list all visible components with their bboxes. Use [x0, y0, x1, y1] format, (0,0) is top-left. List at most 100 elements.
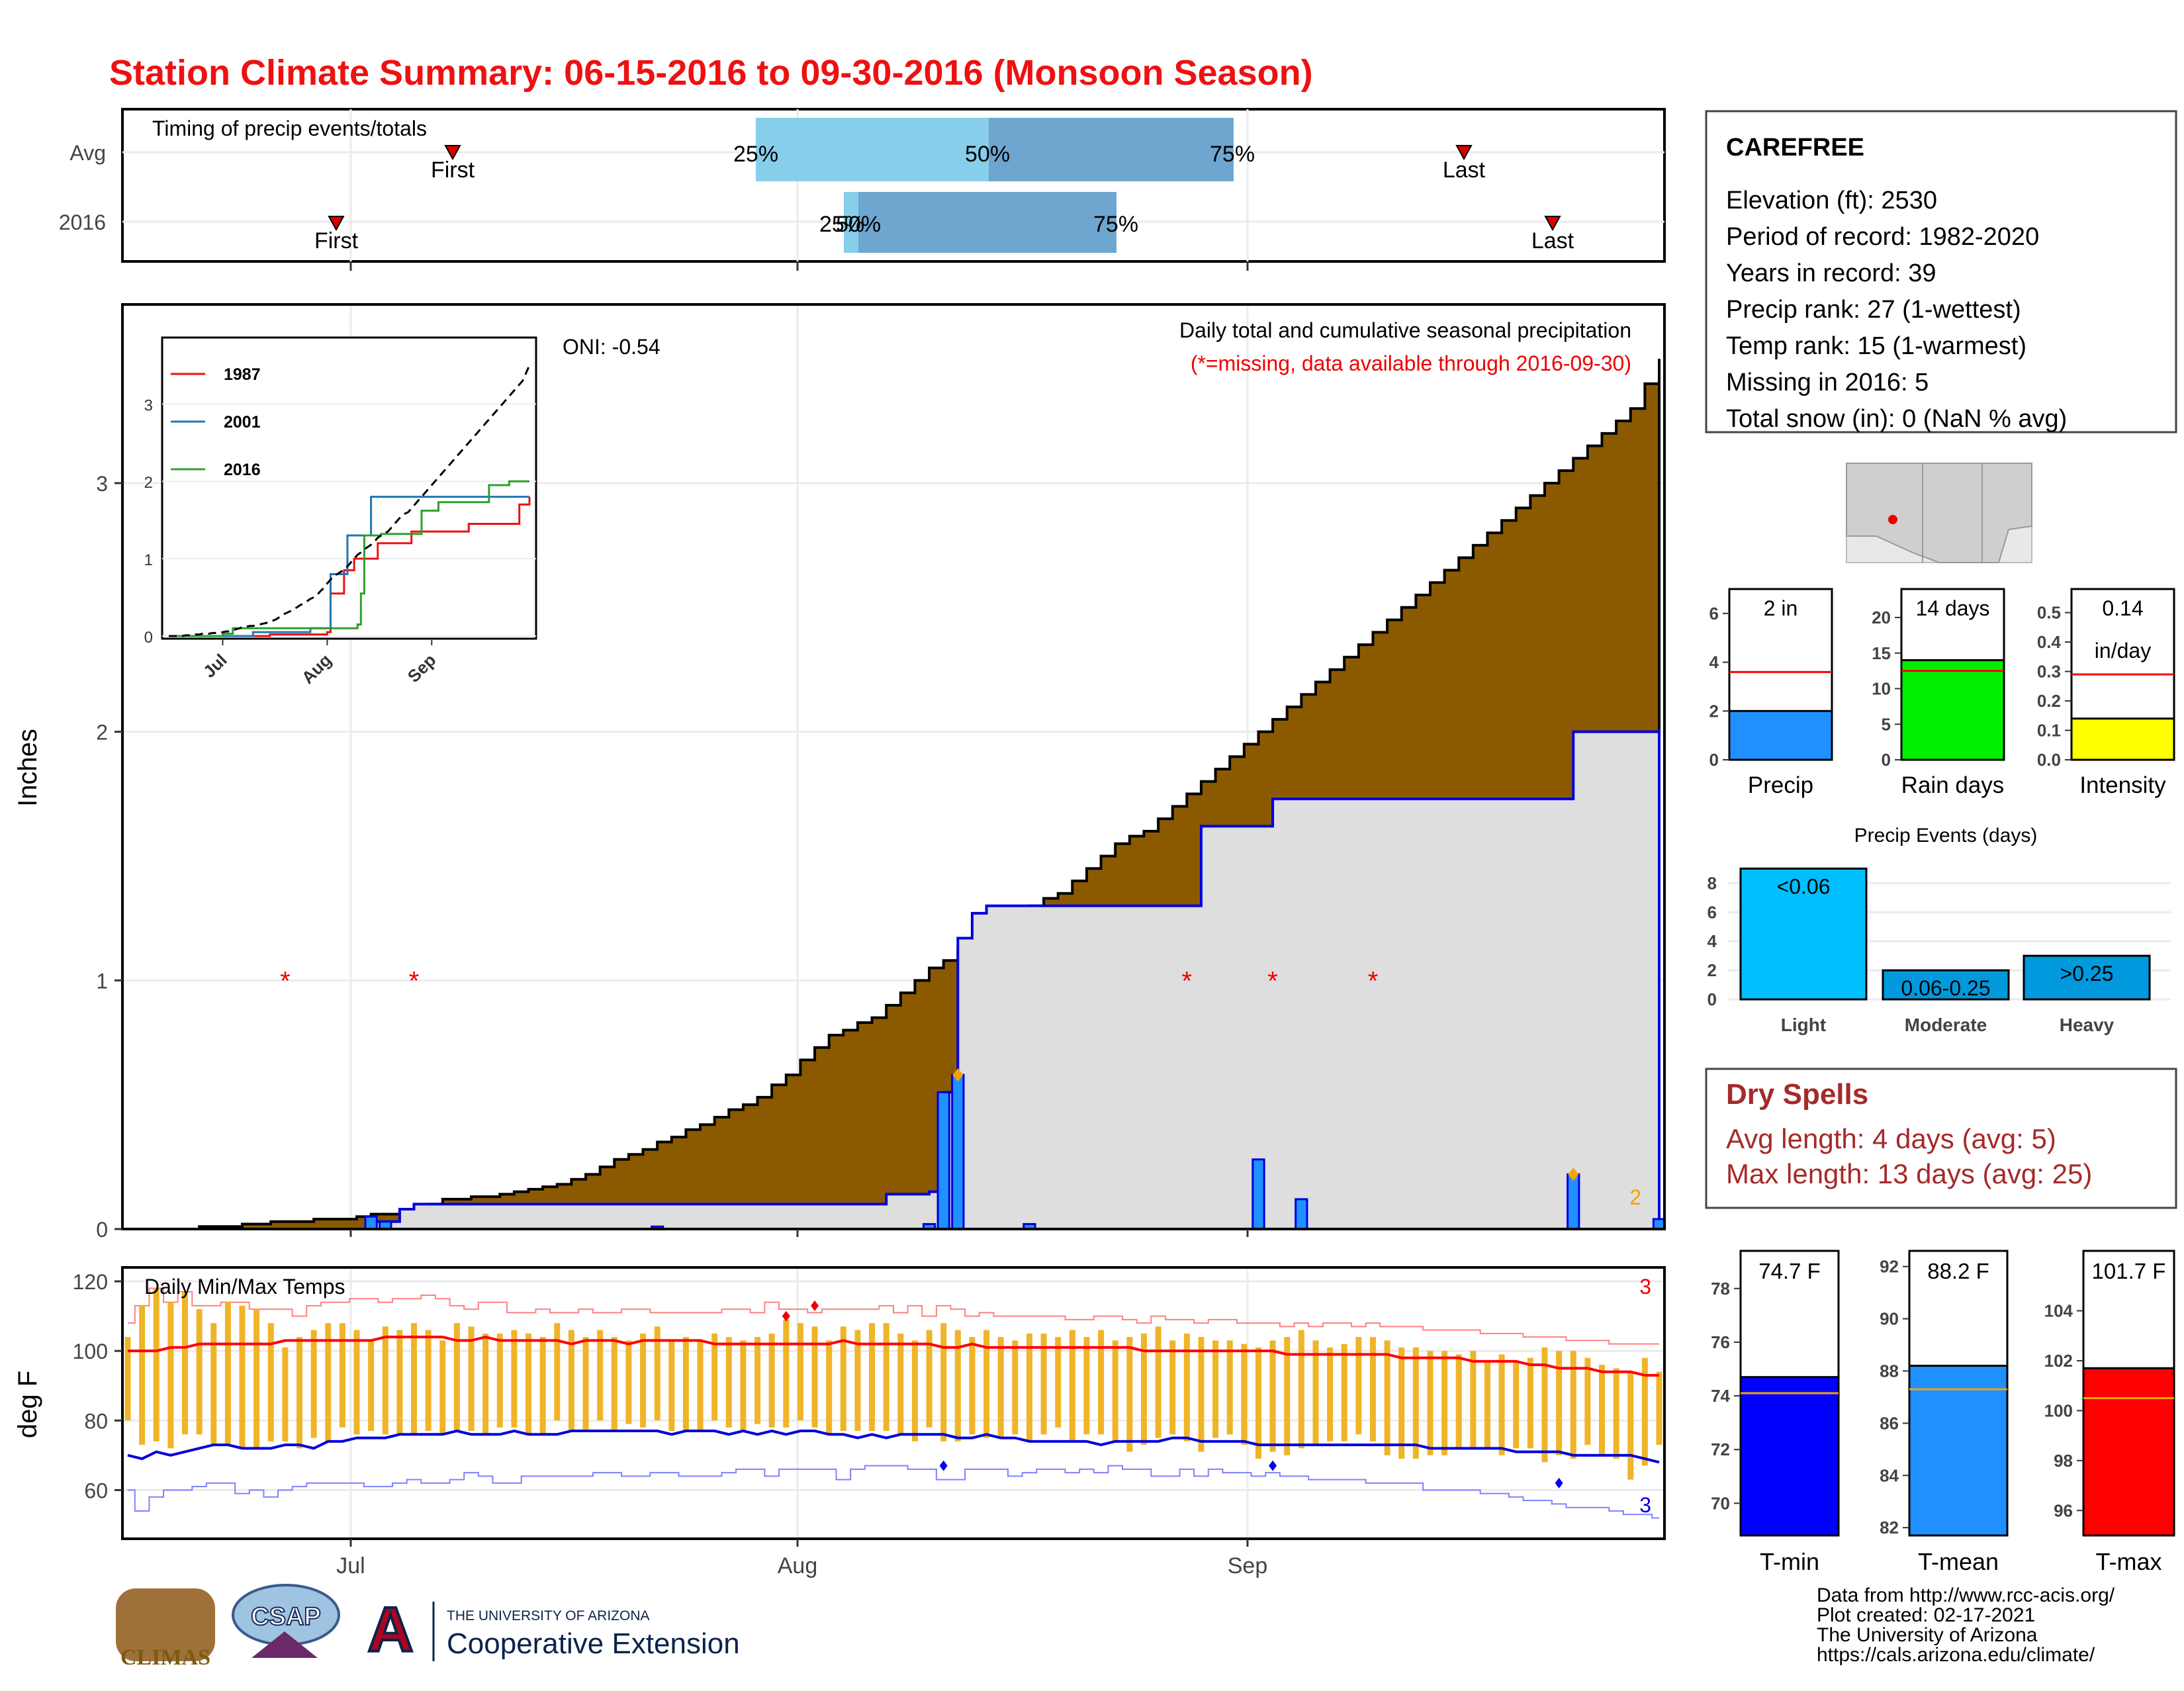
daily-temp-range-bar — [911, 1340, 918, 1441]
mini-bar-tick-label: 4 — [1709, 653, 1719, 672]
avg-min-line — [127, 1429, 1660, 1464]
daily-temp-range-bar — [883, 1323, 889, 1432]
footer-line: Data from http://www.rcc-acis.org/ — [1817, 1584, 2115, 1606]
mini-bar-label: Precip — [1748, 772, 1813, 798]
daily-temp-range-bar — [611, 1337, 617, 1432]
daily-temp-range-bar — [182, 1291, 189, 1435]
daily-temp-range-bar — [496, 1333, 503, 1428]
temp-bar-tick-label: 84 — [1880, 1465, 1899, 1485]
daily-temp-range-bar — [1226, 1340, 1233, 1435]
daily-temp-range-bar — [1055, 1337, 1062, 1428]
temp-x-tick-label: Sep — [1228, 1553, 1268, 1578]
daily-temp-range-bar — [682, 1337, 689, 1432]
timing-2016-first-marker — [328, 216, 345, 232]
station-name: CAREFREE — [1726, 134, 1864, 161]
daily-temp-range-bar — [1269, 1340, 1276, 1452]
precip-y-tick-label: 3 — [96, 472, 108, 496]
mini-bar-unit: in/day — [2095, 639, 2151, 663]
daily-temp-range-bar — [582, 1337, 589, 1432]
daily-temp-range-bar — [1470, 1351, 1477, 1449]
daily-precip-bar — [364, 1215, 378, 1230]
extreme-daily-marker — [1568, 1167, 1579, 1181]
extreme-daily-marker — [952, 1068, 964, 1082]
daily-temp-range-bar — [1570, 1351, 1576, 1459]
daily-temp-range-bar — [1341, 1344, 1347, 1441]
record-high-marker — [811, 1300, 819, 1311]
station-info-box — [1705, 110, 2177, 434]
temp-bar-tick-label: 92 — [1880, 1257, 1899, 1277]
timing-bar-2016-q2 — [858, 192, 1116, 253]
temp-y-tick-label: 100 — [73, 1340, 108, 1363]
temp-bar-tick-label: 70 — [1711, 1493, 1730, 1513]
temp-panel-frame — [121, 1266, 1666, 1540]
event-bar-label: 0.06-0.25 — [1901, 976, 1990, 1000]
daily-temp-range-bar — [1441, 1351, 1448, 1455]
daily-temp-range-bar — [368, 1340, 375, 1432]
daily-temp-range-bar — [511, 1330, 518, 1428]
daily-temp-range-bar — [1384, 1340, 1390, 1455]
event-category-label: Light — [1781, 1015, 1826, 1035]
timing-avg-first: First — [431, 158, 475, 183]
daily-temp-range-bar — [940, 1323, 947, 1441]
daily-temp-range-bar — [382, 1326, 388, 1435]
mini-bar-tick-label: 10 — [1872, 679, 1891, 699]
inset-legend-label: 2001 — [224, 413, 261, 432]
mini-bar-tick-label: 5 — [1882, 714, 1891, 734]
daily-temp-range-bar — [1298, 1330, 1304, 1449]
daily-temp-range-bar — [1355, 1337, 1362, 1435]
daily-temp-range-bar — [1012, 1340, 1019, 1435]
event-bar-moderate — [1882, 969, 2010, 1001]
temp-bar-tick-label: 76 — [1711, 1332, 1730, 1352]
inset-line-1987 — [169, 496, 531, 637]
daily-temp-range-bar — [754, 1337, 761, 1424]
daily-temp-range-bar — [711, 1333, 718, 1421]
daily-temp-range-bar — [1327, 1347, 1334, 1441]
daily-precip-bar — [1295, 1198, 1308, 1230]
daily-temp-range-bar — [1255, 1347, 1261, 1459]
missing-day-marker: * — [1368, 966, 1379, 995]
daily-temp-range-bar — [1598, 1365, 1605, 1455]
temp-bar-value: 88.2 F — [1927, 1259, 1989, 1283]
daily-temp-range-bar — [625, 1340, 632, 1424]
daily-temp-range-bar — [1040, 1333, 1047, 1435]
temp-bar-tick-label: 74 — [1711, 1386, 1730, 1406]
daily-temp-range-bar — [196, 1309, 203, 1435]
mini-bar-tick-label: 0.0 — [2037, 750, 2061, 770]
temp-bar-label: T-min — [1760, 1548, 1819, 1575]
daily-precip-bar — [1567, 1173, 1580, 1230]
avg-max-line — [128, 1336, 1659, 1377]
daily-temp-range-bar — [1155, 1326, 1161, 1438]
timing-bar-2016-q1 — [844, 192, 858, 253]
daily-temp-range-bar — [1498, 1354, 1505, 1455]
daily-temp-range-bar — [568, 1330, 574, 1432]
daily-temp-range-bar — [1126, 1337, 1133, 1452]
inset-avg-line — [169, 365, 531, 637]
daily-temp-range-bar — [826, 1340, 833, 1435]
event-bar-label: <0.06 — [1777, 874, 1831, 898]
precip-y-tick-label: 0 — [96, 1218, 108, 1242]
timing-avg-first-marker — [444, 145, 461, 161]
daily-temp-range-bar — [325, 1323, 332, 1441]
timing-avg-q50: 50% — [965, 142, 1010, 167]
daily-temp-range-bar — [1584, 1357, 1591, 1445]
temp-panel-title: Daily Min/Max Temps — [144, 1275, 345, 1299]
daily-temp-range-bar — [296, 1337, 303, 1449]
event-category-label: Moderate — [1905, 1015, 1987, 1035]
inset-panel — [161, 336, 537, 640]
daily-temp-range-bar — [1484, 1361, 1490, 1449]
daily-temp-range-bar — [411, 1323, 418, 1435]
daily-precip-bar — [936, 1091, 950, 1230]
daily-temp-range-bar — [740, 1340, 747, 1432]
station-info-line: Missing in 2016: 5 — [1726, 369, 1929, 396]
station-info-line: Elevation (ft): 2530 — [1726, 187, 1937, 214]
daily-temp-range-bar — [783, 1319, 790, 1428]
dry-spells-title: Dry Spells — [1726, 1078, 1868, 1111]
inset-legend-label: 1987 — [224, 365, 261, 384]
temp-bar-label: T-max — [2095, 1548, 2161, 1575]
daily-temp-range-bar — [1527, 1357, 1533, 1449]
station-info-line: Temp rank: 15 (1-warmest) — [1726, 332, 2026, 360]
daily-temp-range-bar — [439, 1340, 446, 1435]
daily-temp-range-bar — [697, 1340, 704, 1432]
daily-temp-range-bar — [554, 1323, 561, 1421]
dry-spells-box — [1705, 1068, 2177, 1209]
